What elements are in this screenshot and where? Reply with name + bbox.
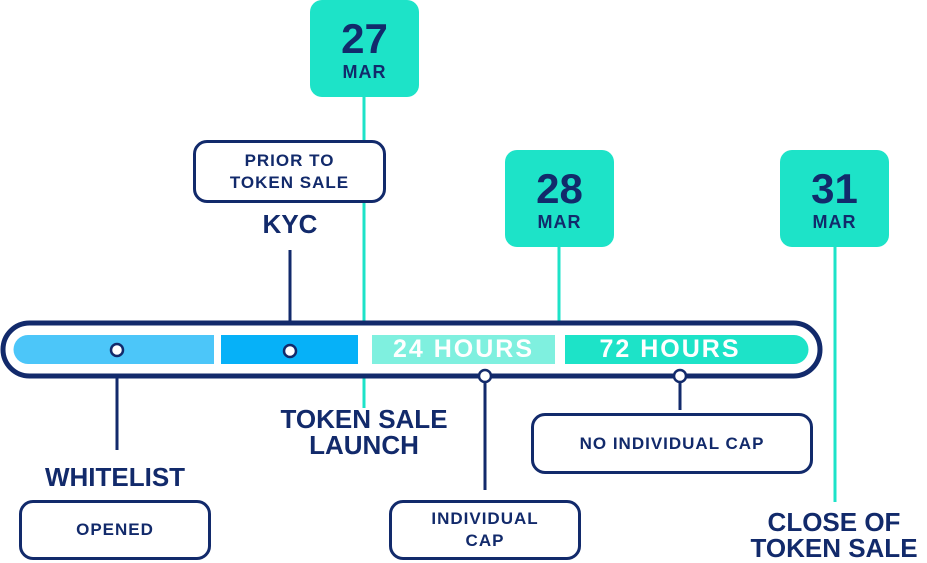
opened-box: OPENED: [19, 500, 211, 560]
whitelist-label: WHITELIST: [44, 462, 186, 492]
date-badge-27-mar: 27 MAR: [310, 0, 419, 97]
date-badge-28-mar: 28 MAR: [505, 150, 614, 247]
date-month: MAR: [537, 212, 582, 232]
prior-to-token-sale-box: PRIOR TO TOKEN SALE: [193, 140, 386, 203]
close-of-token-sale-label: CLOSE OF TOKEN SALE: [750, 507, 918, 563]
individual-cap-text: INDIVIDUAL CAP: [431, 509, 539, 550]
kyc-label: KYC: [262, 209, 318, 239]
24-hours-segment: [372, 335, 555, 364]
prior-to-token-sale-text: PRIOR TO TOKEN SALE: [229, 150, 350, 192]
date-month: MAR: [342, 62, 387, 82]
date-day: 31: [811, 165, 858, 212]
no-individual-cap-box: NO INDIVIDUAL CAP: [531, 413, 813, 474]
whitelist-marker-dot: [109, 342, 125, 358]
date-day: 27: [341, 15, 388, 62]
date-badge-31-mar: 31 MAR: [780, 150, 889, 247]
no-individual-cap-text: NO INDIVIDUAL CAP: [579, 433, 765, 453]
72-hours-label: 72 HOURS: [599, 335, 741, 363]
72-hours-segment: [565, 335, 809, 364]
date-day: 28: [536, 165, 583, 212]
individual-cap-marker-dot: [477, 368, 493, 384]
token-sale-launch-label: TOKEN SALE LAUNCH: [280, 404, 448, 460]
opened-text: OPENED: [76, 520, 154, 539]
no-cap-marker-dot: [672, 368, 688, 384]
kyc-marker-dot: [282, 343, 298, 359]
24-hours-label: 24 HOURS: [392, 335, 535, 363]
individual-cap-box: INDIVIDUAL CAP: [389, 500, 581, 560]
date-month: MAR: [812, 212, 857, 232]
